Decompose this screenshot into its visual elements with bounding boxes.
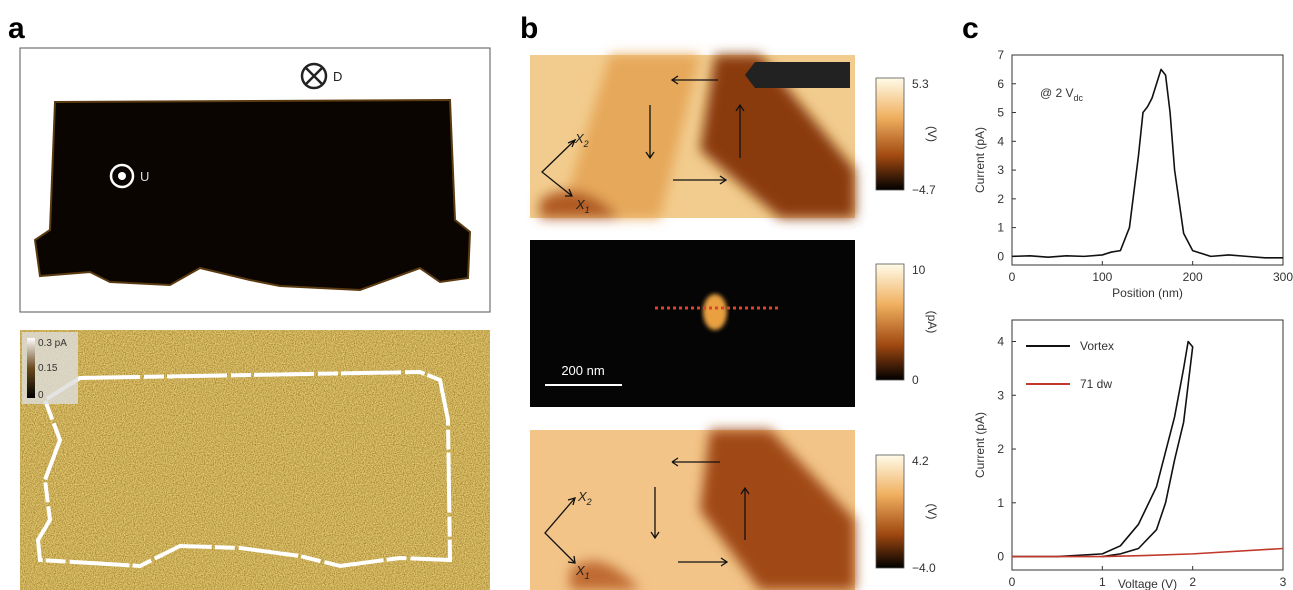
y-tick-label: 4	[997, 134, 1004, 148]
colorbars: 5.3 (V) −4.7 10 (pA) 0 4.2 (V) −4.0	[876, 77, 939, 575]
axis-sub: 2	[583, 139, 589, 149]
marker	[118, 172, 126, 180]
y-tick-label: 0	[997, 249, 1004, 263]
colorbar	[876, 264, 904, 380]
domain-shape	[35, 100, 470, 290]
y-axis-label: Current (pA)	[973, 412, 987, 478]
plot-frame	[1012, 320, 1283, 570]
panel-label: a	[8, 12, 25, 45]
colorbar	[876, 455, 904, 568]
x-tick-label: 0	[1009, 575, 1016, 589]
x-tick-label: 0	[1009, 270, 1016, 284]
y-tick-label: 3	[997, 163, 1004, 177]
marker-label: D	[333, 69, 342, 84]
axis-sub: 1	[585, 571, 590, 581]
annotation-sub: dc	[1074, 93, 1084, 103]
colorbar-label: 0	[912, 373, 919, 387]
y-tick-label: 2	[997, 192, 1004, 206]
x-tick-label: 300	[1273, 270, 1293, 284]
legend-label: Vortex	[1080, 339, 1114, 353]
y-axis-label: Current (pA)	[973, 127, 987, 193]
y-tick-label: 1	[997, 221, 1004, 235]
x-axis-label: Voltage (V)	[1118, 577, 1177, 590]
colorbar-label: 0	[38, 390, 44, 401]
colorbar-label: 4.2	[912, 454, 929, 468]
colorbar	[876, 78, 904, 190]
x-tick-label: 100	[1092, 270, 1112, 284]
y-tick-label: 6	[997, 77, 1004, 91]
data-line	[1012, 548, 1283, 556]
annotation-text: @ 2 V	[1040, 86, 1074, 100]
x-tick-label: 2	[1189, 575, 1196, 589]
axis-sub: 1	[585, 205, 590, 215]
data-line	[1012, 342, 1193, 557]
y-tick-label: 2	[997, 442, 1004, 456]
colorbar-label: 0.15	[38, 363, 58, 374]
y-tick-label: 1	[997, 496, 1004, 510]
panel-label: c	[962, 12, 979, 45]
colorbar-label: (V)	[925, 126, 939, 142]
map-mid	[530, 240, 855, 407]
x-tick-label: 3	[1280, 575, 1287, 589]
panel-label: b	[520, 12, 538, 45]
colorbar-label: −4.0	[912, 561, 936, 575]
x-tick-label: 1	[1099, 575, 1106, 589]
figure: a D U 0.3 pA 0.15 0 b 200 nm X2 X	[0, 0, 1293, 590]
marker-label: U	[140, 169, 149, 184]
y-tick-label: 5	[997, 106, 1004, 120]
legend-label: 71 dw	[1080, 377, 1112, 391]
y-tick-label: 3	[997, 388, 1004, 402]
y-tick-label: 4	[997, 335, 1004, 349]
colorbar-label: 10	[912, 263, 926, 277]
colorbar-label: 5.3	[912, 77, 929, 91]
colorbar-label: 0.3 pA	[38, 338, 67, 349]
x-axis-label: Position (nm)	[1112, 286, 1183, 300]
y-tick-label: 0	[997, 550, 1004, 564]
y-tick-label: 7	[997, 48, 1004, 62]
annotation: @ 2 Vdc	[1040, 86, 1084, 103]
colorbar-label: −4.7	[912, 183, 936, 197]
scale-bar-label: 200 nm	[561, 363, 604, 378]
colorbar-label: (pA)	[925, 311, 939, 334]
axis-sub: 2	[586, 497, 592, 507]
colorbar	[27, 338, 35, 398]
x-tick-label: 200	[1183, 270, 1203, 284]
colorbar-label: (V)	[925, 504, 939, 520]
